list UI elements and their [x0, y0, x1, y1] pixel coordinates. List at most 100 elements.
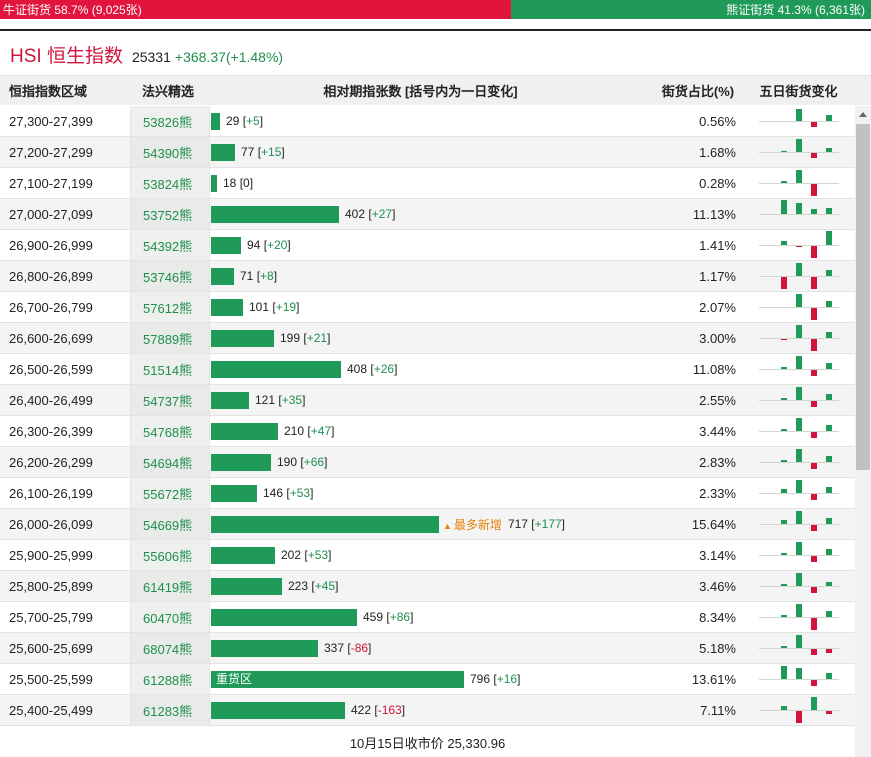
daily-change: +19 [275, 300, 297, 314]
count-value: 210 [284, 424, 305, 438]
count-label: 71 [+8] [240, 269, 278, 283]
warrant-pick-link[interactable]: 54768熊 [130, 416, 210, 446]
table-row[interactable]: 27,200-27,299 54390熊 77 [+15] 1.68% [0, 137, 855, 168]
table-row[interactable]: 25,800-25,899 61419熊 223 [+45] 3.46% [0, 571, 855, 602]
warrant-pick-link[interactable]: 54737熊 [130, 385, 210, 415]
table-row[interactable]: 27,300-27,399 53826熊 29 [+5] 0.56% [0, 106, 855, 137]
five-day-sparkline [758, 602, 839, 633]
header-spark: 五日街货变化 [759, 84, 838, 99]
table-row[interactable]: 25,900-25,999 55606熊 202 [+53] 3.14% [0, 540, 855, 571]
count-value: 101 [249, 300, 270, 314]
table-row[interactable]: 26,100-26,199 55672熊 146 [+53] 2.33% [0, 478, 855, 509]
warrant-pick-link[interactable]: 57612熊 [130, 292, 210, 322]
warrant-pick-link[interactable]: 60470熊 [130, 602, 210, 632]
bar-cell: 210 [+47] [210, 416, 630, 446]
bull-ratio-label: 牛证街货 58.7% (9,025张) [3, 3, 142, 17]
spark-bar-up [795, 479, 802, 493]
triangle-up-icon: ▲ [443, 520, 452, 531]
spark-bar-up [825, 517, 832, 524]
scroll-thumb[interactable] [856, 124, 870, 470]
daily-change: +8 [260, 269, 274, 283]
five-day-cell [746, 106, 851, 137]
five-day-sparkline [758, 168, 839, 199]
spark-bar-up [795, 417, 802, 431]
share-percent: 1.17% [699, 268, 736, 284]
table-row[interactable]: 26,300-26,399 54768熊 210 [+47] 3.44% [0, 416, 855, 447]
spark-bar-up [795, 108, 802, 121]
bull-ratio-segment: 牛证街货 58.7% (9,025张) [0, 0, 512, 19]
warrant-pick-link[interactable]: 61288熊 [130, 664, 210, 694]
count-bar [211, 329, 274, 347]
spark-bar-up [825, 455, 832, 462]
warrant-pick-link[interactable]: 54392熊 [130, 230, 210, 260]
header-range: 恒指指数区域 [9, 84, 88, 99]
count-bar [211, 422, 278, 440]
scroll-up-icon[interactable] [859, 112, 867, 117]
warrant-pick-link[interactable]: 54694熊 [130, 447, 210, 477]
five-day-sparkline [758, 447, 839, 478]
count-label: 408 [+26] [347, 362, 398, 376]
bar-cell: 101 [+19] [210, 292, 630, 322]
table-row[interactable]: 25,700-25,799 60470熊 459 [+86] 8.34% [0, 602, 855, 633]
spark-bar-up [825, 114, 832, 121]
spark-bar-up [780, 583, 787, 586]
table-row[interactable]: 26,700-26,799 57612熊 101 [+19] 2.07% [0, 292, 855, 323]
warrant-pick-link[interactable]: 54669熊 [130, 509, 210, 539]
spark-bar-down [795, 245, 802, 247]
range-cell: 26,700-26,799 [9, 299, 93, 315]
vertical-scrollbar[interactable] [855, 106, 871, 757]
spark-bar-up [795, 386, 802, 400]
spark-bar-up [795, 667, 802, 679]
index-value: 25331 [131, 49, 171, 65]
warrant-pick-link[interactable]: 54390熊 [130, 137, 210, 167]
spark-bar-up [780, 199, 787, 214]
spark-bar-up [795, 202, 802, 214]
table-row[interactable]: 25,500-25,599 61288熊 重货区 796 [+16] 13.61% [0, 664, 855, 695]
table-row[interactable]: 25,600-25,699 68074熊 337 [-86] 5.18% [0, 633, 855, 664]
warrant-pick-link[interactable]: 68074熊 [130, 633, 210, 663]
range-cell: 25,700-25,799 [9, 609, 93, 625]
table-row[interactable]: 26,500-26,599 51514熊 408 [+26] 11.08% [0, 354, 855, 385]
count-value: 223 [288, 579, 309, 593]
spark-bar-up [810, 208, 817, 214]
spark-bar-up [780, 488, 787, 493]
five-day-sparkline [758, 633, 839, 664]
heavy-zone-label: 重货区 [216, 671, 253, 686]
count-bar [211, 112, 220, 130]
share-percent: 0.28% [699, 175, 736, 191]
warrant-pick-link[interactable]: 53746熊 [130, 261, 210, 291]
warrant-pick-link[interactable]: 61283熊 [130, 695, 210, 725]
table-row[interactable]: 25,400-25,499 61283熊 422 [-163] 7.11% [0, 695, 855, 726]
spark-bar-down [810, 586, 817, 593]
table-row[interactable]: 26,800-26,899 53746熊 71 [+8] 1.17% [0, 261, 855, 292]
five-day-sparkline [758, 199, 839, 230]
warrant-pick-link[interactable]: 61419熊 [130, 571, 210, 601]
warrant-pick-link[interactable]: 51514熊 [130, 354, 210, 384]
table-row[interactable]: 26,000-26,099 54669熊 ▲ 最多新增 717 [+177] 15.64% [0, 509, 855, 540]
table-row[interactable]: 26,200-26,299 54694熊 190 [+66] 2.83% [0, 447, 855, 478]
spark-bar-down [795, 710, 802, 723]
table-row[interactable]: 27,000-27,099 53752熊 402 [+27] 11.13% [0, 199, 855, 230]
daily-change: +16 [496, 672, 518, 686]
count-label: 94 [+20] [247, 238, 291, 252]
spark-bar-down [825, 648, 832, 653]
warrant-pick-link[interactable]: 55672熊 [130, 478, 210, 508]
warrant-pick-link[interactable]: 57889熊 [130, 323, 210, 353]
warrant-pick-link[interactable]: 53824熊 [130, 168, 210, 198]
table-row[interactable]: 27,100-27,199 53824熊 18 [0] 0.28% [0, 168, 855, 199]
spark-bar-down [810, 338, 817, 351]
count-label: 202 [+53] [281, 548, 332, 562]
five-day-cell [746, 602, 851, 633]
table-row[interactable]: 26,600-26,699 57889熊 199 [+21] 3.00% [0, 323, 855, 354]
warrant-pick-link[interactable]: 53826熊 [130, 106, 210, 136]
five-day-sparkline [758, 292, 839, 323]
warrant-pick-link[interactable]: 53752熊 [130, 199, 210, 229]
table-row[interactable]: 26,900-26,999 54392熊 94 [+20] 1.41% [0, 230, 855, 261]
spark-bar-down [810, 307, 817, 320]
table-row[interactable]: 26,400-26,499 54737熊 121 [+35] 2.55% [0, 385, 855, 416]
five-day-cell [746, 633, 851, 664]
share-percent: 0.56% [699, 113, 736, 129]
daily-change: +66 [303, 455, 325, 469]
share-percent: 7.11% [700, 702, 736, 718]
warrant-pick-link[interactable]: 55606熊 [130, 540, 210, 570]
